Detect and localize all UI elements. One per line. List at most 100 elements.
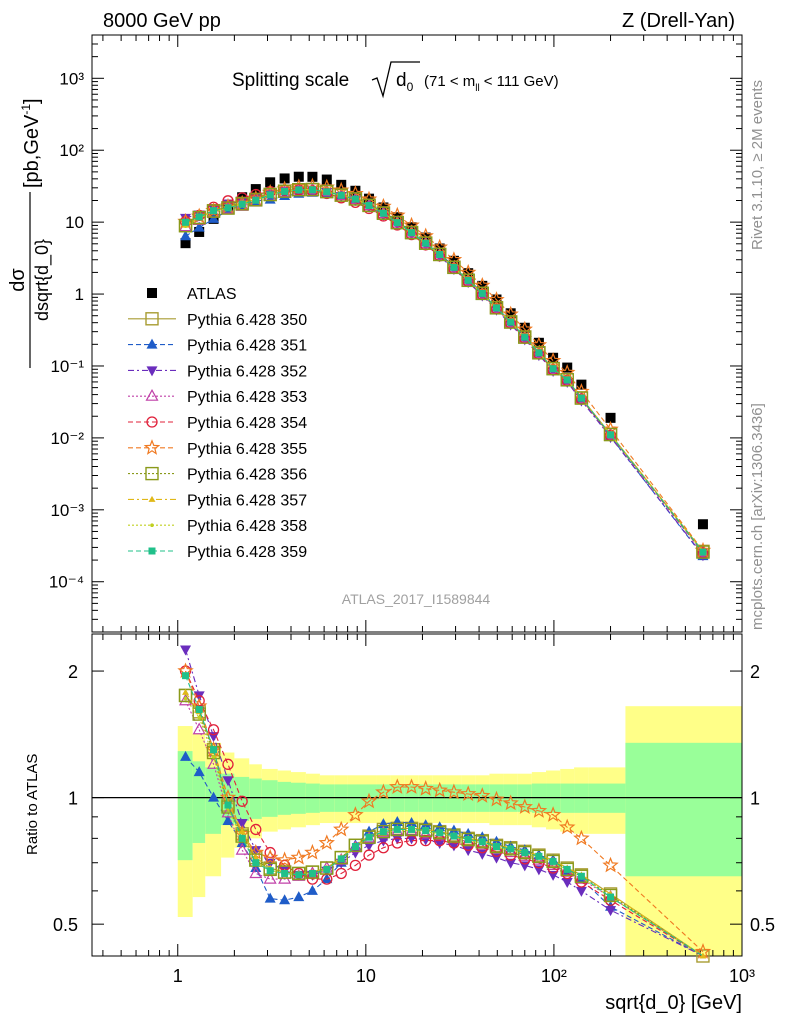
mc-point bbox=[376, 206, 391, 220]
legend-entry: Pythia 6.428 355 bbox=[128, 439, 307, 458]
ratio-point bbox=[699, 952, 707, 959]
mc-point bbox=[574, 391, 589, 405]
ratio-point bbox=[434, 838, 446, 849]
mc-point bbox=[404, 225, 419, 240]
legend-marker bbox=[148, 547, 156, 555]
ratio-point bbox=[321, 873, 333, 884]
ratio-point bbox=[180, 645, 192, 656]
atlas-data-point bbox=[194, 226, 205, 237]
mc-point bbox=[447, 260, 461, 275]
ratio-point bbox=[222, 758, 234, 770]
mc-point bbox=[206, 204, 221, 218]
ratio-point bbox=[222, 814, 234, 825]
ratio-point bbox=[377, 836, 389, 847]
ratio-point bbox=[607, 893, 615, 901]
y-tick-label: 1 bbox=[75, 285, 84, 304]
mc-point bbox=[546, 361, 560, 376]
ratio-y-tick-label-right: 1 bbox=[750, 789, 760, 809]
ratio-point bbox=[533, 865, 545, 876]
ratio-point bbox=[236, 795, 248, 807]
ratio-line bbox=[184, 670, 704, 953]
ratio-point bbox=[516, 798, 533, 814]
plot-title-cut-sub: ll bbox=[475, 83, 479, 94]
ratio-point bbox=[266, 867, 274, 875]
ratio-point bbox=[549, 857, 557, 865]
ratio-point bbox=[207, 757, 221, 769]
legend-label: Pythia 6.428 358 bbox=[187, 518, 307, 535]
ratio-point bbox=[195, 706, 203, 714]
legend-entry: Pythia 6.428 358 bbox=[128, 518, 307, 535]
ratio-point bbox=[408, 825, 416, 833]
mc-point bbox=[445, 251, 463, 267]
mc-point bbox=[351, 195, 359, 203]
ratio-plot-frame bbox=[91, 633, 743, 957]
ratio-series-10 bbox=[182, 672, 704, 957]
ratio-point bbox=[362, 830, 376, 844]
mc-point bbox=[475, 286, 489, 301]
ratio-point bbox=[406, 817, 418, 828]
legend-label: Pythia 6.428 354 bbox=[187, 415, 307, 432]
ratio-point bbox=[473, 787, 491, 803]
atlas-data-point bbox=[562, 362, 573, 373]
mc-point bbox=[489, 301, 504, 315]
ratio-point bbox=[518, 845, 532, 860]
ratio-point bbox=[417, 780, 434, 796]
ratio-point bbox=[348, 838, 363, 853]
ratio-point bbox=[602, 856, 619, 873]
mc-point bbox=[180, 230, 192, 241]
ratio-point bbox=[560, 862, 574, 877]
legend-label: Pythia 6.428 355 bbox=[187, 441, 307, 458]
mc-point bbox=[408, 229, 416, 237]
legend: ATLAS Pythia 6.428 350 Pythia 6.428 351 Pyt… bbox=[128, 286, 307, 561]
ratio-point bbox=[462, 846, 474, 857]
legend-label: Pythia 6.428 357 bbox=[187, 492, 307, 509]
legend-entry: Pythia 6.428 357 bbox=[128, 492, 307, 509]
legend-marker bbox=[146, 416, 158, 428]
ratio-point bbox=[263, 871, 277, 884]
ratio-point bbox=[192, 722, 206, 735]
ratio-point bbox=[263, 862, 277, 877]
band-inner bbox=[290, 782, 306, 814]
mc-point bbox=[563, 376, 571, 384]
ratio-y-tick-label-left: 0.5 bbox=[53, 915, 78, 935]
mc-point bbox=[403, 216, 420, 233]
mc-point bbox=[208, 212, 220, 223]
mc-point bbox=[390, 215, 405, 230]
ratio-point bbox=[577, 872, 585, 880]
legend-marker bbox=[145, 466, 159, 481]
plot-title-var: d bbox=[396, 70, 407, 91]
ratio-point bbox=[211, 755, 216, 759]
ratio-point bbox=[238, 834, 246, 842]
ratio-point bbox=[281, 869, 289, 877]
legend-entry: Pythia 6.428 350 bbox=[128, 312, 307, 329]
ratio-point bbox=[544, 806, 562, 822]
ratio-point bbox=[574, 869, 589, 883]
ratio-point bbox=[507, 845, 515, 853]
mc-point bbox=[532, 346, 546, 360]
x-axis-label: sqrt{d_0} [GeV] bbox=[605, 992, 742, 1014]
svg-text:d0: d0 bbox=[396, 70, 414, 94]
atlas-data-point bbox=[350, 185, 361, 196]
ratio-point bbox=[276, 851, 293, 868]
ratio-point bbox=[323, 865, 331, 873]
legend-entry: Pythia 6.428 356 bbox=[128, 467, 307, 484]
ratio-point bbox=[210, 746, 218, 754]
legend-marker bbox=[146, 366, 158, 377]
mc-point bbox=[560, 373, 574, 387]
mc-point bbox=[252, 196, 260, 204]
ratio-point bbox=[573, 829, 590, 846]
mc-point bbox=[488, 291, 505, 307]
mc-point bbox=[450, 263, 458, 271]
mc-point bbox=[182, 218, 190, 226]
mc-point bbox=[607, 431, 615, 439]
ratio-point bbox=[459, 785, 477, 802]
ratio-point bbox=[530, 802, 548, 818]
ratio-point bbox=[318, 834, 335, 850]
ratio-point bbox=[193, 766, 205, 777]
legend-label: Pythia 6.428 356 bbox=[187, 467, 307, 484]
ratio-point bbox=[208, 791, 220, 802]
band-inner bbox=[277, 781, 291, 815]
ratio-point bbox=[505, 858, 517, 869]
mc-point bbox=[422, 239, 430, 247]
ratio-point bbox=[180, 750, 192, 761]
